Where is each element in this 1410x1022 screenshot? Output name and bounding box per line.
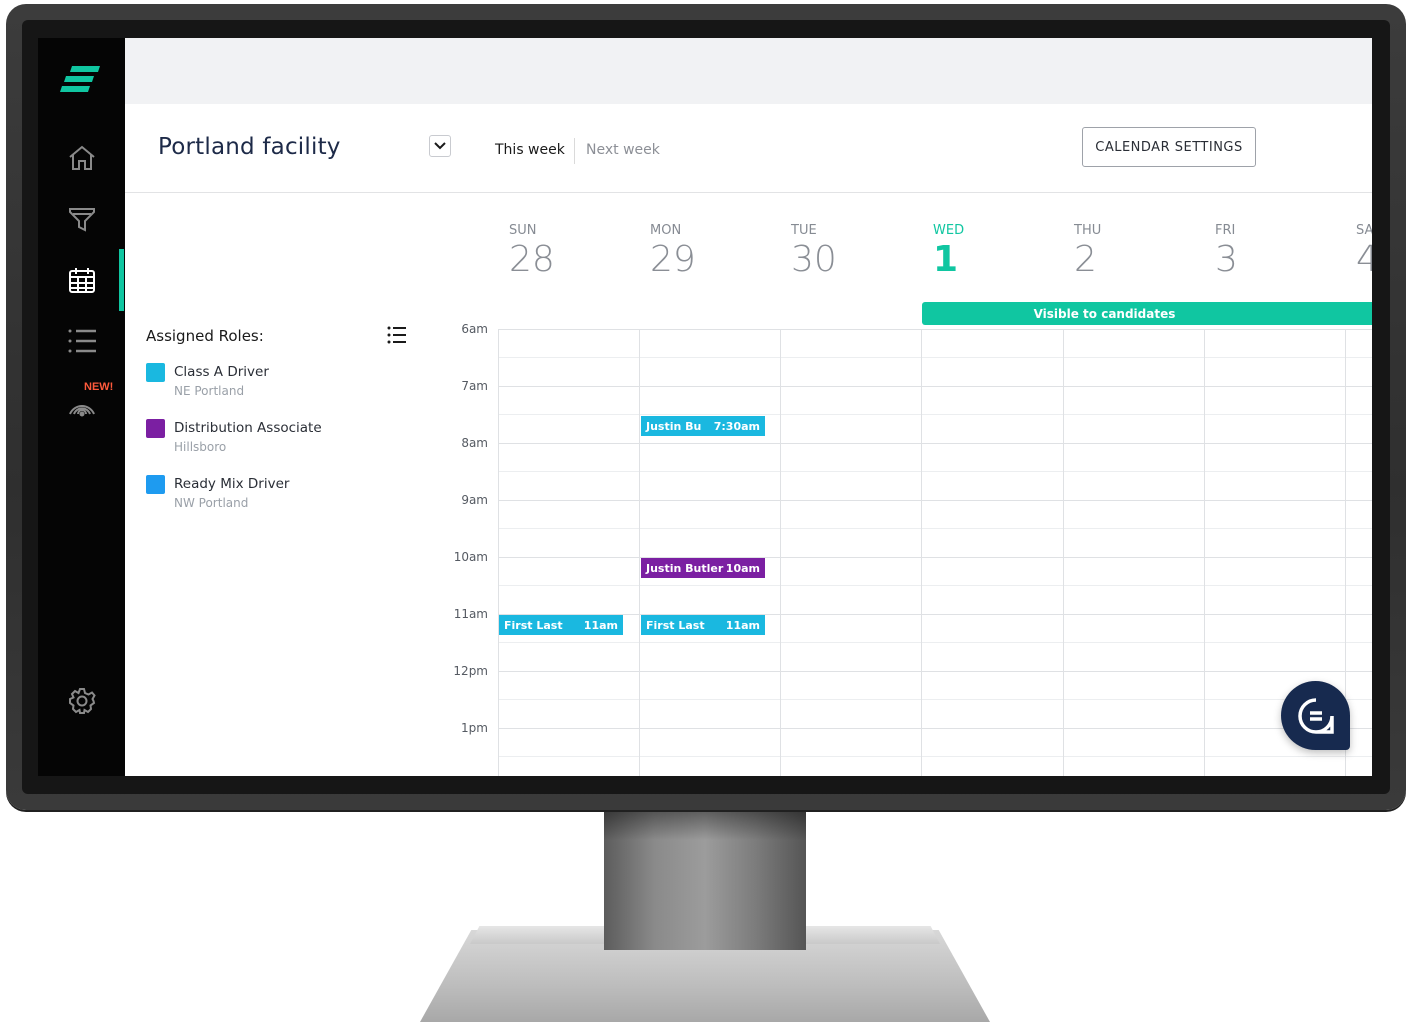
day-name: SA: [1356, 223, 1372, 238]
day-number: 29: [650, 239, 696, 280]
nav-active-indicator: [119, 249, 124, 311]
event-name: First Last: [646, 618, 705, 632]
time-label: 7am: [461, 379, 488, 393]
page-header: Portland facility This week Next week CA…: [125, 104, 1372, 193]
calendar-icon: [68, 268, 95, 293]
facility-dropdown-button[interactable]: [429, 135, 451, 157]
tab-next-week[interactable]: Next week: [586, 142, 660, 158]
time-label: 9am: [461, 493, 488, 507]
role-color-swatch: [146, 363, 165, 382]
role-location: NE Portland: [174, 384, 245, 398]
top-bar: [125, 38, 1372, 104]
role-location: Hillsboro: [174, 440, 227, 454]
event-name: First Last: [504, 618, 563, 632]
day-header[interactable]: MON 29: [650, 223, 790, 280]
time-label: 6am: [461, 322, 488, 336]
nav-settings[interactable]: [38, 676, 125, 726]
nav-calendar[interactable]: [38, 255, 125, 305]
role-name: Distribution Associate: [174, 420, 322, 436]
day-name: TUE: [791, 223, 817, 238]
role-color-swatch: [146, 419, 165, 438]
calendar-event[interactable]: First Last 11am: [641, 615, 765, 635]
event-time: 7:30am: [713, 419, 760, 433]
day-name: THU: [1074, 223, 1102, 238]
chevron-down-icon: [434, 142, 446, 150]
day-number: 4: [1356, 239, 1372, 280]
monitor-screen: NEW! Portland facility This week Next we…: [38, 38, 1372, 776]
calendar-event[interactable]: Justin Bu 7:30am: [641, 416, 765, 436]
visible-to-candidates-banner: Visible to candidates: [922, 302, 1372, 325]
broadcast-icon: [68, 405, 95, 417]
role-name: Class A Driver: [174, 364, 269, 380]
calendar-event[interactable]: First Last 11am: [499, 615, 623, 635]
day-number: 30: [791, 239, 837, 280]
home-icon: [68, 145, 95, 170]
nav-filter[interactable]: [38, 194, 125, 244]
assigned-roles-title: Assigned Roles:: [146, 327, 264, 345]
app-sidebar: NEW!: [38, 38, 125, 776]
calendar-grid[interactable]: [498, 329, 1372, 776]
main-area: Portland facility This week Next week CA…: [125, 38, 1372, 776]
day-number: 2: [1074, 239, 1097, 280]
event-time: 11am: [583, 618, 618, 632]
time-label: 11am: [453, 607, 488, 621]
gear-icon: [68, 688, 96, 714]
role-color-swatch: [146, 475, 165, 494]
role-location: NW Portland: [174, 496, 249, 510]
day-name: SUN: [509, 223, 537, 238]
day-number: 1: [933, 239, 959, 280]
day-name: MON: [650, 223, 682, 238]
funnel-icon: [68, 208, 95, 232]
nav-list[interactable]: [38, 316, 125, 366]
nav-broadcast[interactable]: [38, 378, 125, 428]
time-label: 12pm: [453, 664, 488, 678]
day-header[interactable]: FRI 3: [1215, 223, 1355, 280]
role-name: Ready Mix Driver: [174, 476, 290, 492]
event-name: Justin Butler: [646, 561, 724, 575]
chat-icon: [1297, 697, 1334, 734]
event-name: Justin Bu: [646, 419, 702, 433]
time-label: 1pm: [461, 721, 488, 735]
day-name: WED: [933, 223, 965, 238]
list-icon: [68, 329, 96, 353]
day-number: 3: [1215, 239, 1238, 280]
facility-title: Portland facility: [158, 134, 341, 160]
day-header[interactable]: THU 2: [1074, 223, 1214, 280]
tab-this-week[interactable]: This week: [495, 142, 565, 158]
new-badge: NEW!: [84, 381, 114, 393]
time-label: 10am: [453, 550, 488, 564]
calendar-event[interactable]: Justin Butler 10am: [641, 558, 765, 578]
day-header[interactable]: SA 4: [1356, 223, 1372, 280]
brand-logo[interactable]: [60, 66, 104, 94]
day-number: 28: [509, 239, 555, 280]
event-time: 10am: [725, 561, 760, 575]
nav-home[interactable]: [38, 133, 125, 183]
tab-divider: [574, 138, 575, 164]
day-header[interactable]: SUN 28: [509, 223, 649, 280]
day-header[interactable]: WED 1: [933, 223, 1073, 280]
time-label: 8am: [461, 436, 488, 450]
calendar-settings-button[interactable]: CALENDAR SETTINGS: [1082, 127, 1256, 167]
list-view-icon[interactable]: [387, 326, 407, 344]
day-name: FRI: [1215, 223, 1236, 238]
day-header[interactable]: TUE 30: [791, 223, 931, 280]
event-time: 11am: [725, 618, 760, 632]
chat-button[interactable]: [1281, 681, 1350, 750]
